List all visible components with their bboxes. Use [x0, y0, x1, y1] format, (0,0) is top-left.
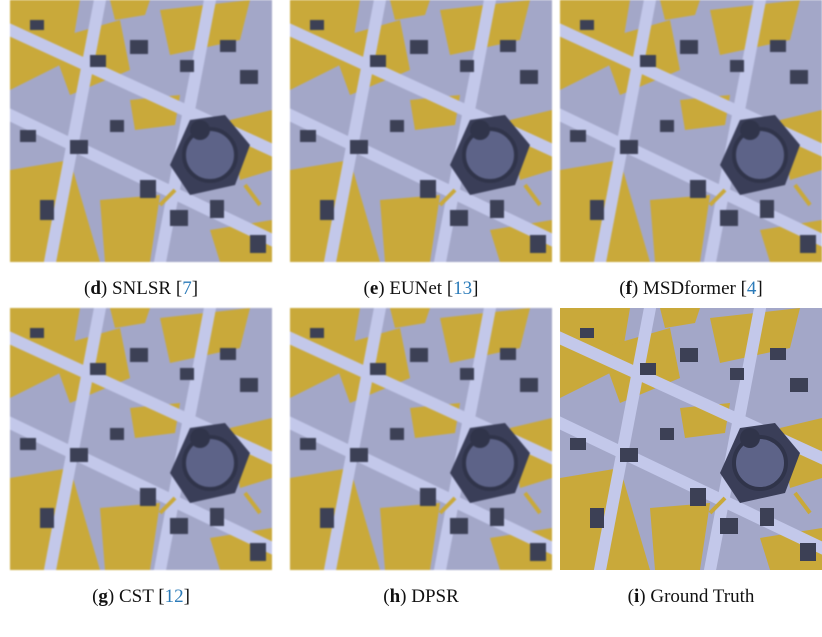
- panel: (h) DPSR: [290, 308, 552, 608]
- panel: (d) SNLSR [7]: [10, 0, 272, 300]
- label: e: [369, 278, 379, 299]
- caption-text: (: [83, 278, 91, 299]
- caption-text: ) MSDformer [: [631, 278, 747, 299]
- image: [10, 0, 272, 262]
- caption-text: ]: [191, 278, 199, 299]
- panel: (g) CST [12]: [10, 308, 272, 608]
- caption-text: ]: [756, 278, 763, 299]
- caption: (d) SNLSR [7]: [10, 278, 272, 300]
- citation[interactable]: 7: [182, 278, 192, 299]
- caption-text: ) Ground Truth: [639, 586, 755, 607]
- caption-text: (: [627, 586, 634, 607]
- caption-text: ) CST [: [107, 586, 165, 607]
- caption-text: ) SNLSR [: [100, 278, 183, 299]
- label: h: [389, 586, 401, 607]
- caption-text: (: [619, 278, 626, 299]
- panel: (e) EUNet [13]: [290, 0, 552, 300]
- image: [290, 308, 552, 570]
- panel: (i) Ground Truth: [560, 308, 822, 608]
- label: f: [625, 278, 632, 299]
- citation[interactable]: 12: [164, 586, 184, 607]
- citation[interactable]: 4: [746, 278, 757, 299]
- caption-text: (: [383, 586, 390, 607]
- caption-text: ) DPSR: [400, 586, 459, 607]
- caption-text: ) EUNet [: [378, 278, 454, 299]
- label: g: [98, 586, 108, 607]
- caption: (g) CST [12]: [10, 586, 272, 608]
- caption-text: ]: [183, 586, 190, 607]
- caption: (e) EUNet [13]: [290, 278, 552, 300]
- caption: (f) MSDformer [4]: [560, 278, 822, 300]
- caption: (i) Ground Truth: [560, 586, 822, 608]
- image: [560, 308, 822, 570]
- citation[interactable]: 13: [453, 278, 473, 299]
- caption-text: (: [363, 278, 370, 299]
- label: d: [90, 278, 101, 299]
- caption-text: (: [92, 586, 99, 607]
- image: [290, 0, 552, 262]
- image: [10, 308, 272, 570]
- panel: (f) MSDformer [4]: [560, 0, 822, 300]
- image: [560, 0, 822, 262]
- caption: (h) DPSR: [290, 586, 552, 608]
- caption-text: ]: [472, 278, 479, 299]
- label: i: [633, 586, 640, 607]
